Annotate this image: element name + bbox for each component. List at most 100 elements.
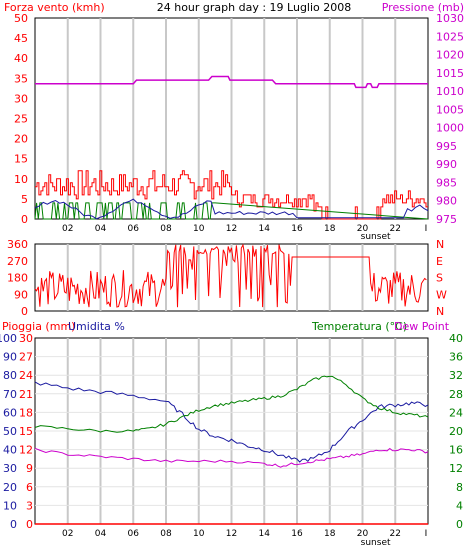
wind-tick-label: 0: [21, 213, 28, 226]
x-tick-label: 12: [226, 529, 237, 539]
pressure-tick-label: 1010: [436, 85, 464, 98]
rain-tick-label: 24: [19, 369, 33, 382]
rain-axis-title: Pioggia (mm): [2, 320, 75, 333]
pressure-tick-label: 975: [436, 213, 457, 226]
sunset-label: sunset: [361, 232, 391, 242]
humidity-tick-label: 30: [3, 462, 17, 475]
pressure-axis-title: Pressione (mb): [382, 1, 464, 14]
wind-direction-line: [34, 243, 427, 308]
x-tick-label: 12: [226, 224, 237, 234]
temperature-line: [34, 375, 429, 433]
compass-label: E: [436, 255, 443, 268]
direction-tick-label: 0: [21, 305, 28, 318]
rain-tick-label: 15: [19, 425, 33, 438]
sunset-label: sunset: [361, 538, 391, 548]
temperature-tick-label: 32: [449, 369, 463, 382]
x-tick-label: 02: [62, 224, 73, 234]
compass-label: S: [436, 272, 443, 285]
wind-tick-label: 10: [14, 173, 28, 186]
pressure-tick-label: 1020: [436, 49, 464, 62]
x-tick-label: 08: [160, 224, 172, 234]
compass-label: N: [436, 305, 444, 318]
humidity-tick-label: 60: [3, 406, 17, 419]
x-tick-label: 14: [259, 529, 271, 539]
x-tick-label: 08: [160, 529, 172, 539]
x-tick-label: 06: [128, 224, 140, 234]
direction-tick-label: 360: [7, 238, 28, 251]
rain-tick-label: 30: [19, 332, 33, 345]
pressure-tick-label: 995: [436, 140, 457, 153]
wind-tick-label: 35: [14, 72, 28, 85]
wind-tick-label: 25: [14, 113, 28, 126]
temperature-tick-label: 0: [456, 518, 463, 531]
pressure-tick-label: 1005: [436, 103, 464, 116]
rain-tick-label: 0: [26, 518, 33, 531]
temperature-axis-title: Temperatura (°C): [311, 320, 407, 333]
wind-tick-label: 5: [21, 193, 28, 206]
rain-tick-label: 18: [19, 406, 33, 419]
wind-gust-line: [35, 170, 428, 220]
x-tick-label: 18: [324, 224, 336, 234]
humidity-line: [34, 381, 429, 463]
x-tick-label: 18: [324, 529, 336, 539]
temperature-tick-label: 20: [449, 425, 463, 438]
humidity-tick-label: 90: [3, 351, 17, 364]
rain-tick-label: 6: [26, 481, 33, 494]
x-tick-label: 10: [193, 529, 205, 539]
temperature-tick-label: 36: [449, 351, 463, 364]
humidity-tick-label: 0: [10, 518, 17, 531]
direction-tick-label: 180: [7, 272, 28, 285]
chart-title: 24 hour graph day : 19 Luglio 2008: [157, 1, 352, 14]
wind-tick-label: 20: [14, 133, 28, 146]
wind-axis-title: Forza vento (kmh): [4, 1, 105, 14]
direction-tick-label: 270: [7, 255, 28, 268]
humidity-tick-label: 40: [3, 444, 17, 457]
rain-tick-label: 3: [26, 499, 33, 512]
x-tick-label: 06: [128, 529, 140, 539]
temperature-tick-label: 12: [449, 462, 463, 475]
x-tick-label: 14: [259, 224, 271, 234]
x-tick-label: 04: [95, 224, 107, 234]
pressure-tick-label: 985: [436, 176, 457, 189]
wind-average-line: [34, 198, 429, 220]
direction-tick-label: 90: [14, 288, 28, 301]
pressure-tick-label: 1015: [436, 67, 464, 80]
temperature-tick-label: 24: [449, 406, 463, 419]
dewpoint-line: [34, 447, 429, 468]
temperature-tick-label: 4: [456, 499, 463, 512]
temperature-tick-label: 40: [449, 332, 463, 345]
humidity-tick-label: 20: [3, 481, 17, 494]
temp-humidity-chart: 0102030405060708090100036912151821242730…: [0, 332, 463, 548]
humidity-axis-title: Umidita %: [68, 320, 125, 333]
humidity-tick-label: 100: [0, 332, 17, 345]
pressure-tick-label: 980: [436, 195, 457, 208]
pressure-line: [35, 75, 428, 89]
humidity-tick-label: 10: [3, 499, 17, 512]
pressure-tick-label: 1000: [436, 122, 464, 135]
x-tick-label: I: [425, 529, 428, 539]
wind-tick-label: 15: [14, 153, 28, 166]
temperature-tick-label: 28: [449, 388, 463, 401]
x-tick-label: 22: [390, 224, 401, 234]
wind-pressure-chart: 0510152025303540455097598098599099510001…: [14, 12, 464, 242]
rain-tick-label: 12: [19, 444, 33, 457]
rain-tick-label: 27: [19, 351, 33, 364]
pressure-tick-label: 990: [436, 158, 457, 171]
dewpoint-axis-title: Dew Point: [394, 320, 450, 333]
temperature-tick-label: 16: [449, 444, 463, 457]
compass-label: W: [436, 288, 447, 301]
humidity-tick-label: 50: [3, 425, 17, 438]
x-tick-label: 10: [193, 224, 205, 234]
x-tick-label: 22: [390, 529, 401, 539]
pressure-tick-label: 1025: [436, 30, 464, 43]
humidity-tick-label: 70: [3, 388, 17, 401]
compass-label: N: [436, 238, 444, 251]
wind-tick-label: 45: [14, 32, 28, 45]
wind-tick-label: 50: [14, 12, 28, 25]
pressure-tick-label: 1030: [436, 12, 464, 25]
wind-tick-label: 30: [14, 92, 28, 105]
x-tick-label: 04: [95, 529, 107, 539]
